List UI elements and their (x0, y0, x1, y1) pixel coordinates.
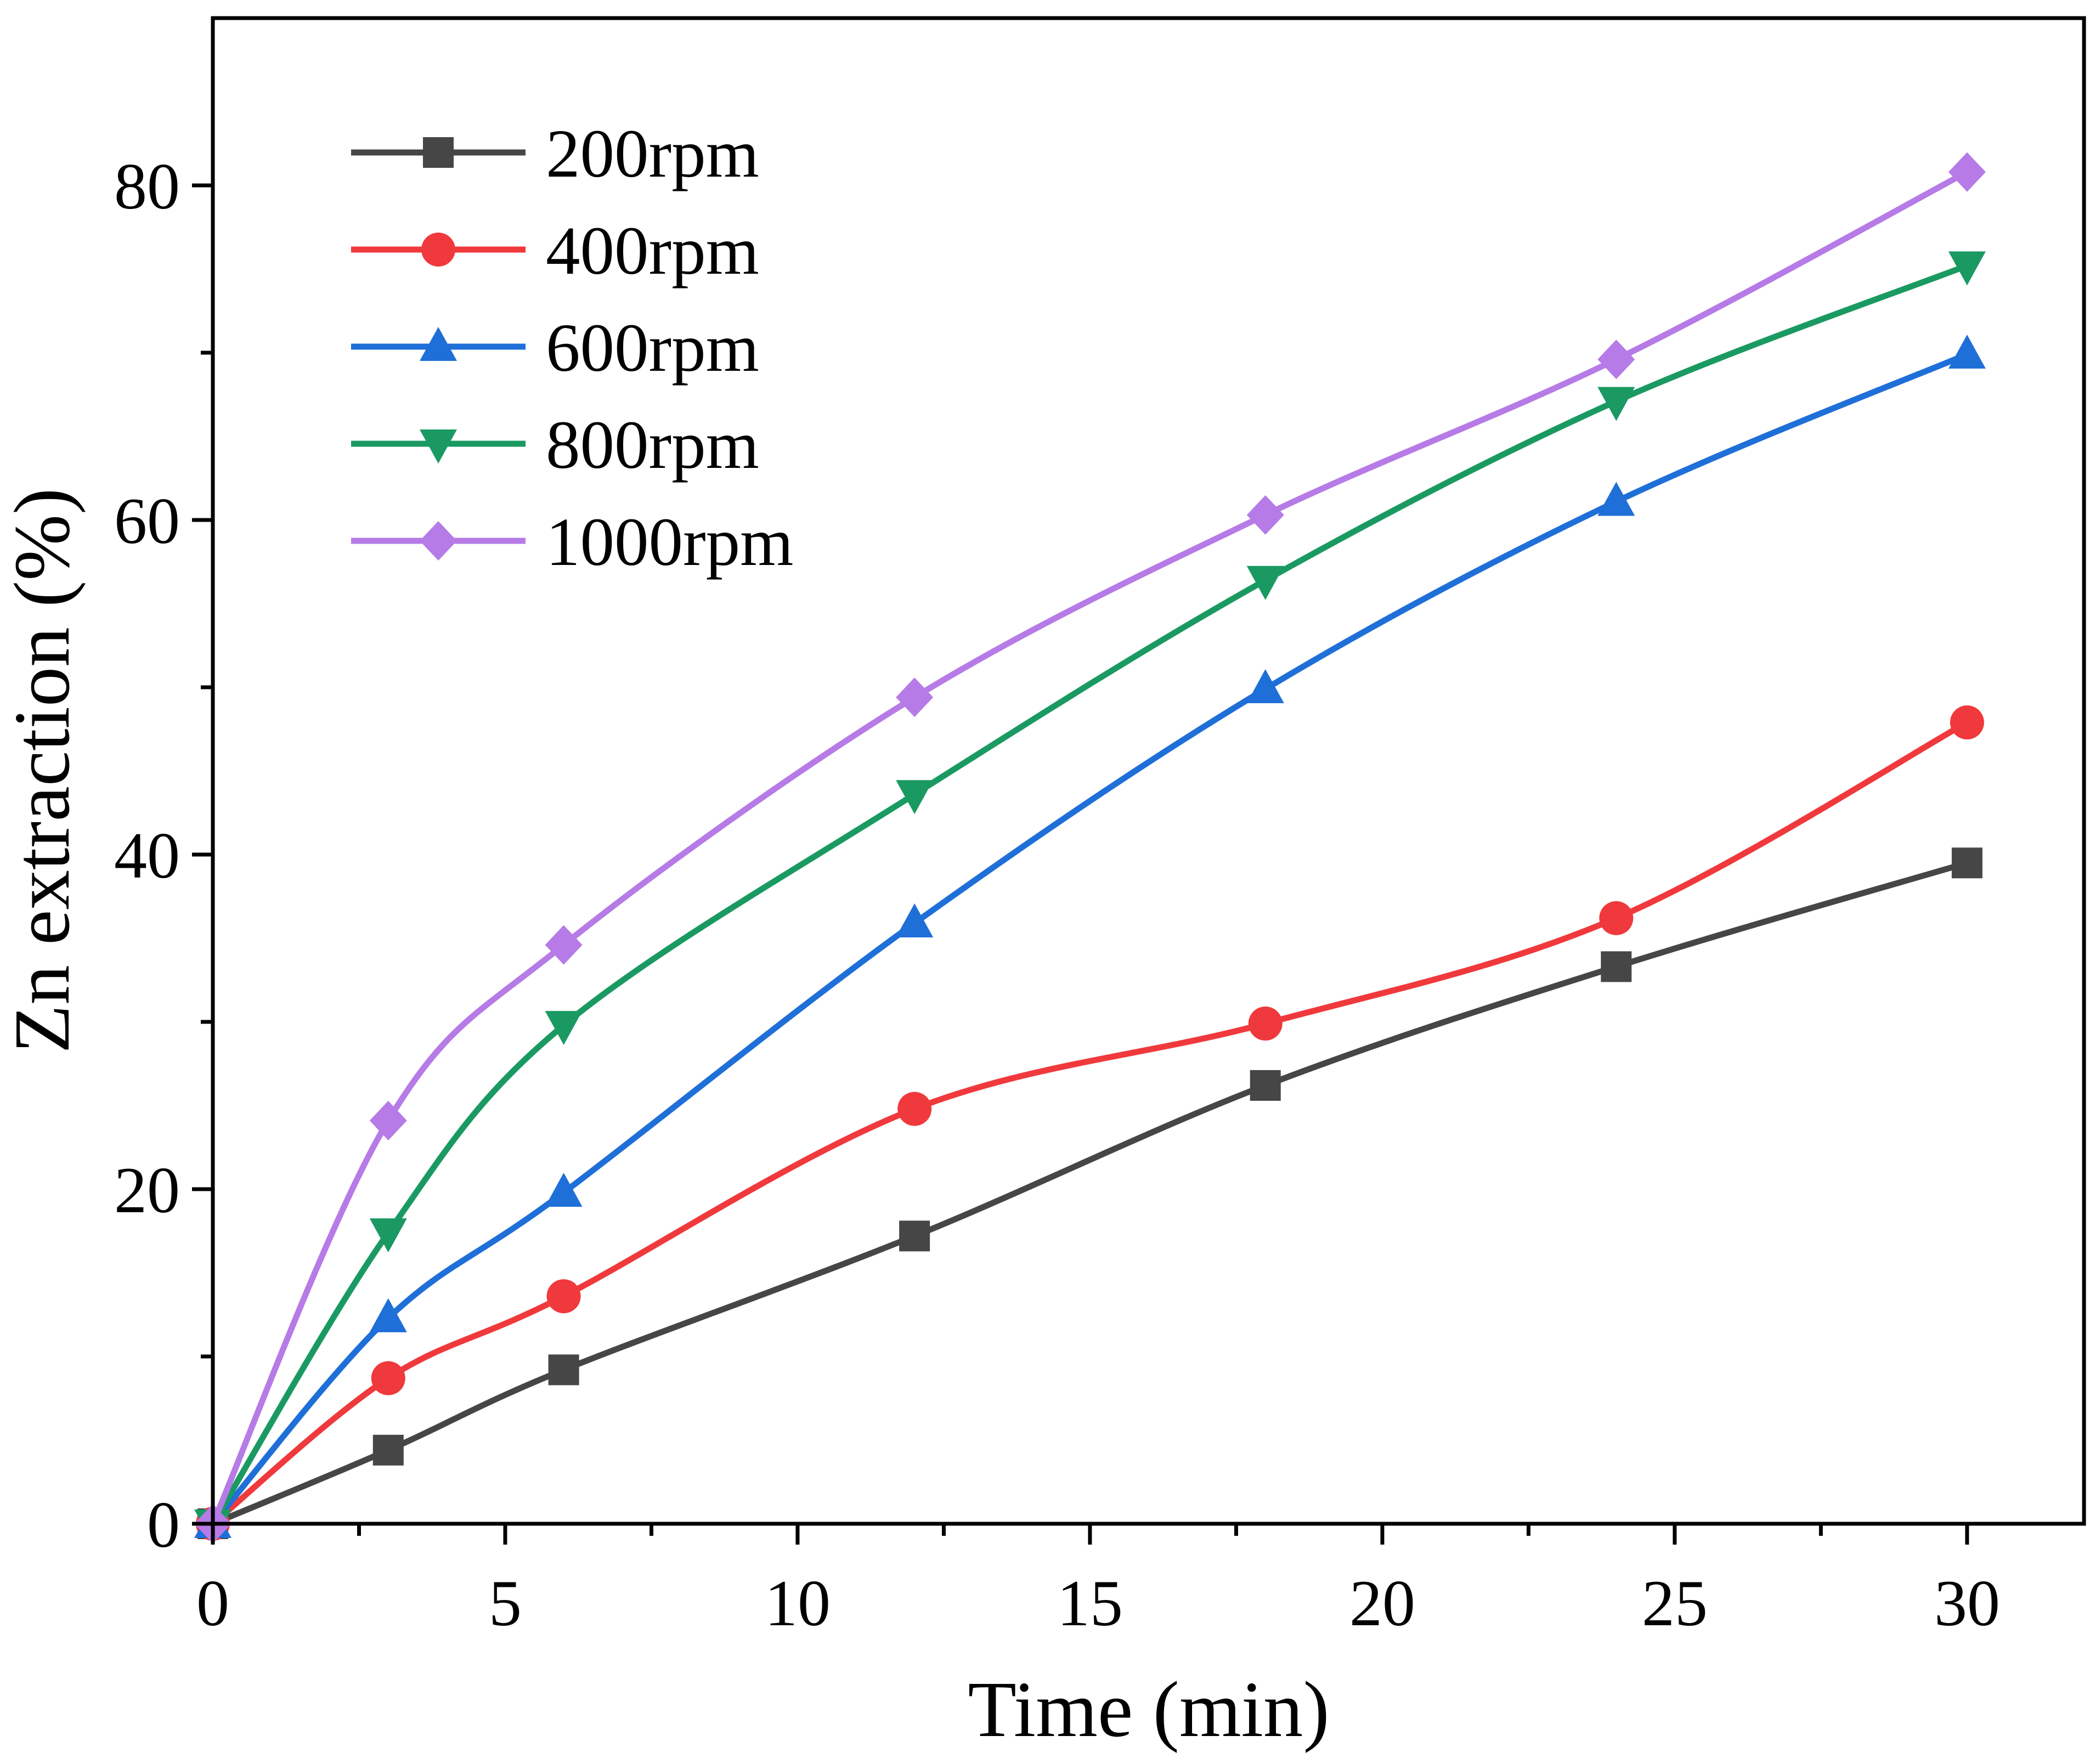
legend-marker-1000rpm (420, 521, 457, 561)
data-point-1000rpm-5 (1597, 340, 1635, 380)
x-tick-label: 20 (1349, 1567, 1415, 1639)
series-200rpm (197, 847, 1983, 1539)
y-tick-label: 40 (114, 819, 180, 892)
series-800rpm (194, 251, 1986, 1544)
data-point-1000rpm-2 (545, 925, 583, 965)
data-point-400rpm-4 (1248, 1007, 1283, 1041)
data-point-400rpm-5 (1599, 901, 1634, 935)
data-point-1000rpm-6 (1948, 152, 1986, 192)
x-tick-label: 30 (1934, 1567, 2000, 1639)
y-tick-label: 60 (114, 484, 180, 557)
data-point-200rpm-3 (899, 1220, 930, 1252)
legend-marker-400rpm (421, 233, 455, 267)
data-point-800rpm-1 (369, 1218, 407, 1253)
y-tick-label: 80 (114, 150, 180, 223)
data-point-800rpm-4 (1246, 566, 1284, 600)
legend-item-200rpm: 200rpm (351, 116, 759, 192)
x-tick-label: 0 (196, 1567, 229, 1639)
data-point-600rpm-1 (369, 1298, 407, 1332)
series-line-200rpm (210, 860, 1970, 1527)
legend-marker-600rpm (420, 327, 457, 361)
series-layer (194, 152, 1986, 1544)
legend-label: 800rpm (546, 408, 759, 483)
series-1000rpm (194, 152, 1986, 1544)
data-point-1000rpm-1 (369, 1100, 407, 1140)
data-point-600rpm-3 (896, 903, 934, 938)
x-tick-label: 10 (765, 1567, 831, 1639)
data-point-400rpm-3 (897, 1092, 932, 1126)
data-point-600rpm-5 (1597, 482, 1635, 516)
plot-frame (211, 16, 2086, 1526)
legend-item-600rpm: 600rpm (351, 310, 759, 386)
legend-marker-200rpm (423, 137, 454, 168)
series-line-400rpm (210, 719, 1970, 1527)
legend-item-800rpm: 800rpm (351, 408, 759, 483)
data-point-200rpm-5 (1601, 951, 1632, 982)
data-point-200rpm-1 (372, 1434, 404, 1466)
data-point-200rpm-4 (1250, 1070, 1281, 1101)
data-point-600rpm-6 (1948, 335, 1986, 369)
data-point-600rpm-4 (1246, 669, 1284, 704)
y-axis-title: Zn extraction (%) (0, 488, 86, 1054)
legend-label: 1000rpm (546, 505, 793, 580)
legend-label: 600rpm (546, 310, 759, 386)
data-point-400rpm-6 (1950, 705, 1984, 740)
data-point-400rpm-1 (371, 1361, 405, 1395)
y-tick-label: 20 (114, 1154, 180, 1226)
x-tick-label: 15 (1057, 1567, 1123, 1639)
axis-ticks: 0 5 10 15 20 25 30 0 20 40 60 80 (114, 150, 2000, 1639)
x-tick-label: 25 (1642, 1567, 1708, 1639)
data-point-800rpm-6 (1948, 251, 1986, 286)
x-axis-title: Time (min) (968, 1666, 1329, 1754)
x-tick-label: 5 (489, 1567, 522, 1639)
data-point-400rpm-2 (546, 1279, 581, 1314)
data-point-800rpm-5 (1597, 387, 1635, 421)
data-point-200rpm-2 (548, 1354, 579, 1386)
data-point-800rpm-3 (896, 780, 934, 815)
data-point-1000rpm-3 (896, 677, 934, 717)
data-point-600rpm-2 (545, 1173, 583, 1207)
legend-item-1000rpm: 1000rpm (351, 505, 793, 580)
data-point-200rpm-6 (1951, 847, 1983, 879)
legend-label: 200rpm (546, 116, 759, 192)
y-tick-label: 0 (147, 1488, 180, 1561)
data-point-800rpm-2 (545, 1011, 583, 1045)
legend-item-400rpm: 400rpm (351, 213, 759, 289)
legend-label: 400rpm (546, 213, 759, 289)
legend-marker-800rpm (420, 429, 457, 463)
series-line-1000rpm (210, 169, 1970, 1527)
legend: 200rpm 400rpm 600rpm 800rpm 1000rpm (351, 116, 793, 580)
data-point-1000rpm-4 (1246, 495, 1284, 535)
